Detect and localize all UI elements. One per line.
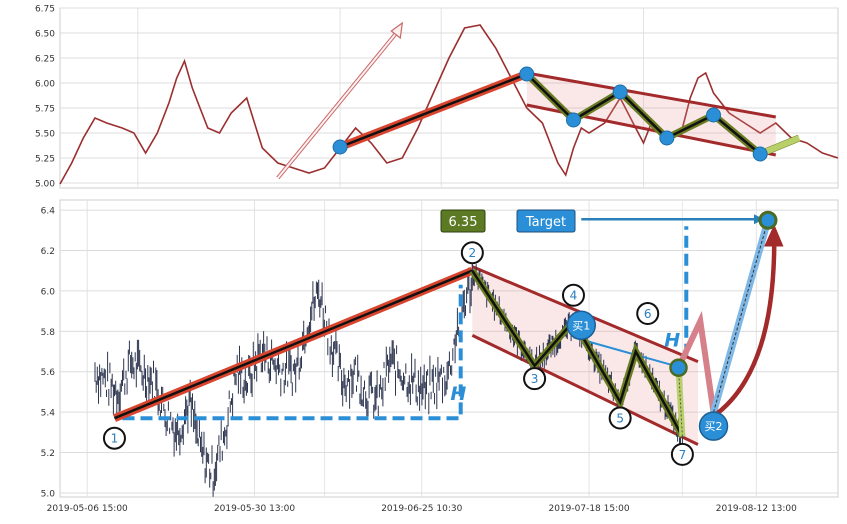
top-arrow-head (390, 21, 404, 40)
top-pivot-point (612, 84, 628, 100)
height-label-2: H (664, 329, 680, 351)
bottom-channel-fill (472, 266, 698, 445)
bottom-pullback-leg (675, 310, 717, 413)
bottom-y-tick-label: 6.2 (41, 247, 55, 257)
bottom-x-tick-label: 2019-05-06 15:00 (47, 504, 128, 514)
wave-point-circle-3 (523, 367, 547, 391)
buy-point-label-2: 买2 (705, 420, 723, 433)
top-pivot-point (519, 66, 535, 82)
top-pivot-point (752, 146, 768, 162)
bottom-y-tick-label: 5.8 (41, 328, 56, 338)
wave-point-label-1: 1 (111, 432, 119, 446)
wave-point-label-4: 4 (570, 289, 578, 303)
top-plot-area (59, 7, 839, 189)
top-y-tick-label: 5.25 (35, 155, 55, 165)
target-value-badge (440, 209, 486, 233)
bottom-trend-line-inner (113, 269, 473, 420)
wave-point-label-3: 3 (531, 372, 539, 386)
wave-point-circle-1 (102, 426, 126, 450)
bottom-buy1-connector (573, 336, 675, 367)
target-badge-text: Target (525, 215, 566, 230)
bottom-height-guide-1 (122, 284, 463, 421)
bottom-curve-arrow-shaft (712, 234, 777, 419)
bottom-breakout-leg (675, 367, 686, 437)
buy-point-label-1: 买1 (572, 319, 590, 332)
top-channel-upper (526, 71, 777, 119)
bottom-x-tick-label: 2019-05-30 13:00 (214, 504, 295, 514)
top-trend-line-inner (339, 72, 528, 149)
bottom-y-tick-label: 5.6 (41, 368, 56, 378)
top-y-tick-label: 6.75 (35, 5, 55, 15)
top-channel-fill (526, 73, 776, 155)
top-y-tick-label: 6.50 (35, 30, 55, 40)
wave-point-label-6: 6 (644, 307, 652, 321)
bottom-breakout-point (669, 358, 688, 377)
bottom-y-tick-label: 6.0 (41, 287, 56, 297)
wave-point-circle-2 (460, 241, 484, 265)
top-pivot-point (659, 130, 675, 146)
wave-point-circle-6 (636, 302, 660, 326)
bottom-channel-lower (471, 334, 699, 446)
bottom-y-tick-label: 6.4 (41, 207, 56, 217)
bottom-plot-area (59, 199, 839, 498)
bottom-y-tick-label: 5.4 (41, 409, 56, 419)
top-pivot-point (332, 139, 348, 155)
wave-point-circle-5 (608, 406, 632, 430)
top-pivot-point (565, 112, 581, 128)
wave-point-label-5: 5 (616, 412, 624, 426)
top-pivot-point (706, 107, 722, 123)
top-y-tick-label: 6.00 (35, 80, 55, 90)
bottom-y-tick-label: 5.2 (41, 449, 55, 459)
top-zigzag-inner (525, 73, 762, 155)
wave-point-circle-7 (670, 442, 694, 466)
bottom-rise-leg-inner (713, 220, 769, 413)
bottom-target-point (758, 210, 778, 230)
bottom-x-tick-label: 2019-07-18 15:00 (548, 504, 629, 514)
bottom-breakout-leg-inner (678, 367, 683, 437)
buy-point-circle-2 (698, 411, 729, 441)
top-y-tick-label: 6.25 (35, 55, 55, 65)
buy-point-circle-1 (566, 310, 597, 341)
wave-point-label-7: 7 (679, 448, 687, 462)
bottom-y-tick-label: 5.0 (41, 489, 56, 499)
target-value-text: 6.35 (449, 215, 478, 230)
bottom-x-tick-label: 2019-06-25 10:30 (381, 504, 462, 514)
wave-point-circle-4 (561, 283, 585, 307)
top-price-line (59, 24, 839, 185)
top-y-tick-label: 5.75 (35, 105, 55, 115)
target-badge (516, 209, 576, 233)
top-y-tick-label: 5.50 (35, 130, 55, 140)
top-arrow-shaft-inner (277, 32, 398, 179)
bottom-x-tick-label: 2019-08-12 13:00 (716, 504, 797, 514)
wave-point-label-2: 2 (469, 246, 477, 260)
top-y-tick-label: 5.00 (35, 180, 55, 190)
bottom-zigzag-inner (471, 270, 684, 438)
bottom-curve-arrow-head (764, 224, 784, 247)
height-label-1: H (450, 383, 466, 405)
